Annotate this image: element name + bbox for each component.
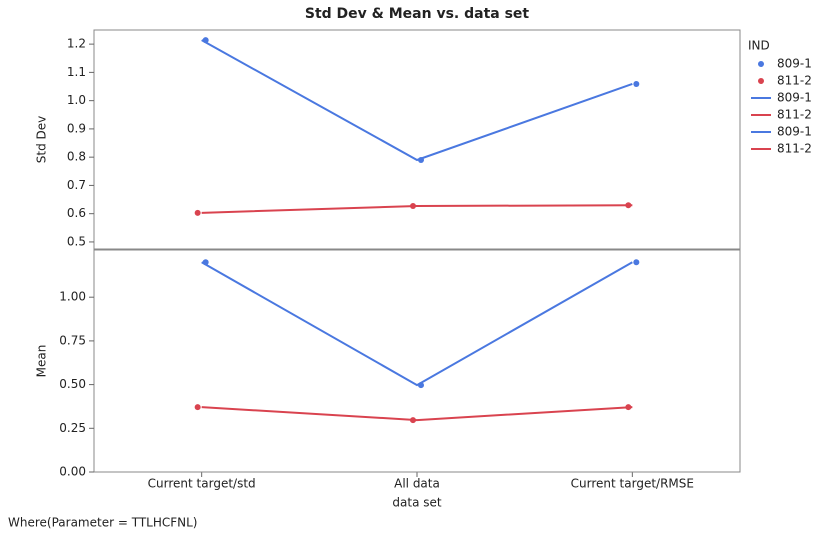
data-point: [625, 404, 632, 411]
series-line: [201, 39, 633, 162]
legend-label: 811-2: [777, 142, 812, 156]
data-point: [418, 382, 424, 389]
y-tick-label: 1.2: [67, 37, 86, 51]
data-point: [418, 156, 424, 163]
y-tick-label: 0.8: [67, 150, 86, 164]
legend-title: IND: [748, 39, 770, 53]
data-point: [633, 259, 640, 266]
legend-label: 811-2: [777, 108, 812, 122]
y-tick-label: 0.7: [67, 178, 86, 192]
series-line: [201, 204, 633, 214]
y-tick-label: 0.9: [67, 121, 86, 135]
data-point: [202, 259, 209, 266]
legend-label: 811-2: [777, 74, 812, 88]
legend-marker: [758, 78, 764, 84]
data-point: [194, 209, 201, 216]
data-point: [633, 80, 640, 87]
plot-frame: [93, 29, 741, 250]
y-tick-label: 1.00: [59, 290, 86, 304]
chart-title: Std Dev & Mean vs. data set: [305, 6, 530, 22]
y-tick-label: 0.6: [67, 206, 86, 220]
y-tick-label: 0.5: [67, 234, 86, 248]
legend-label: 809-1: [777, 125, 812, 139]
data-point: [194, 404, 201, 411]
legend-label: 809-1: [777, 57, 812, 71]
series-line: [201, 261, 633, 387]
plot-frame: [93, 249, 741, 473]
x-tick-label: Current target/RMSE: [571, 477, 694, 491]
data-point: [625, 202, 632, 209]
data-point: [202, 37, 209, 44]
y-tick-label: 0.50: [59, 377, 86, 391]
y-tick-label: 1.1: [67, 65, 86, 79]
y-tick-label: 1.0: [67, 93, 86, 107]
x-axis-label: data set: [392, 496, 441, 510]
y-tick-label: 0.25: [59, 421, 86, 435]
legend-label: 809-1: [777, 91, 812, 105]
x-tick-label: Current target/std: [148, 477, 256, 491]
y-tick-label: 0.00: [59, 465, 86, 479]
y-axis-label: Std Dev: [35, 116, 49, 163]
data-point: [410, 417, 416, 424]
legend-marker: [758, 61, 764, 67]
footnote: Where(Parameter = TTLHCFNL): [8, 516, 198, 530]
series-line: [201, 406, 633, 422]
y-tick-label: 0.75: [59, 333, 86, 347]
y-axis-label: Mean: [35, 345, 49, 378]
data-point: [410, 203, 416, 210]
x-tick-label: All data: [394, 477, 440, 491]
